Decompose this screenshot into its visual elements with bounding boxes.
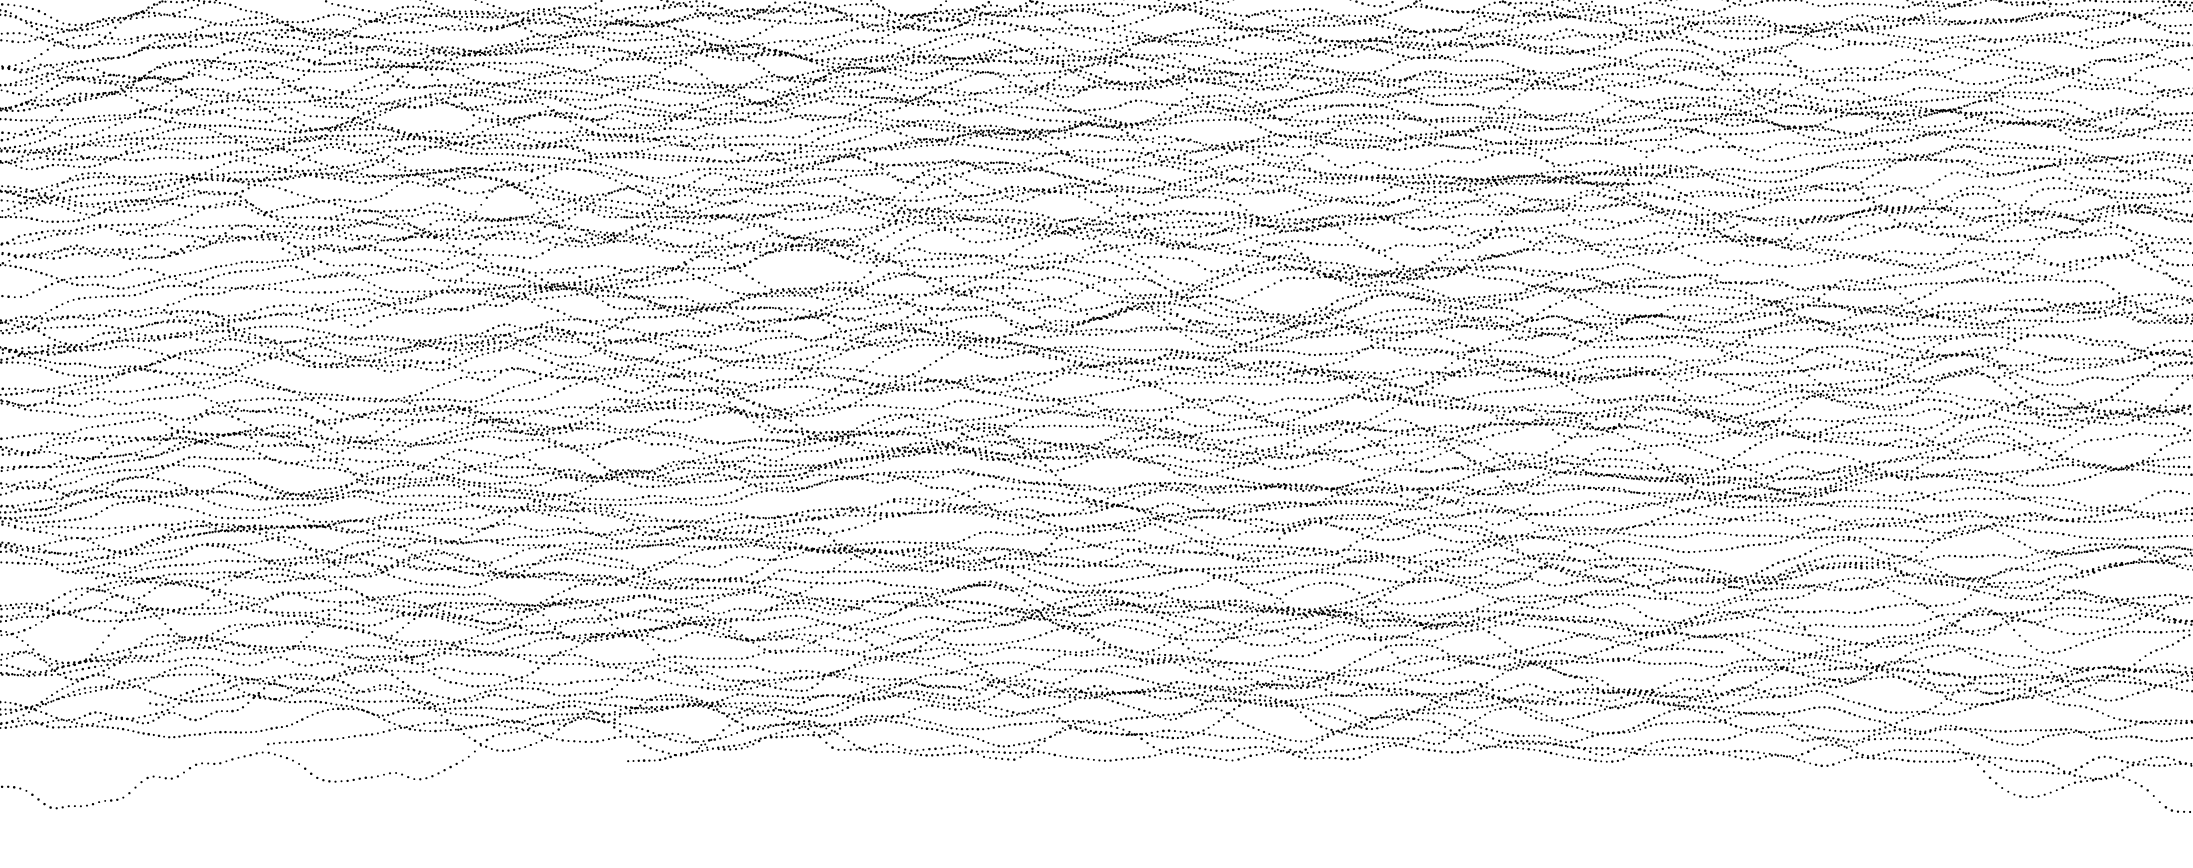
wave-strands-group	[0, 0, 2193, 814]
